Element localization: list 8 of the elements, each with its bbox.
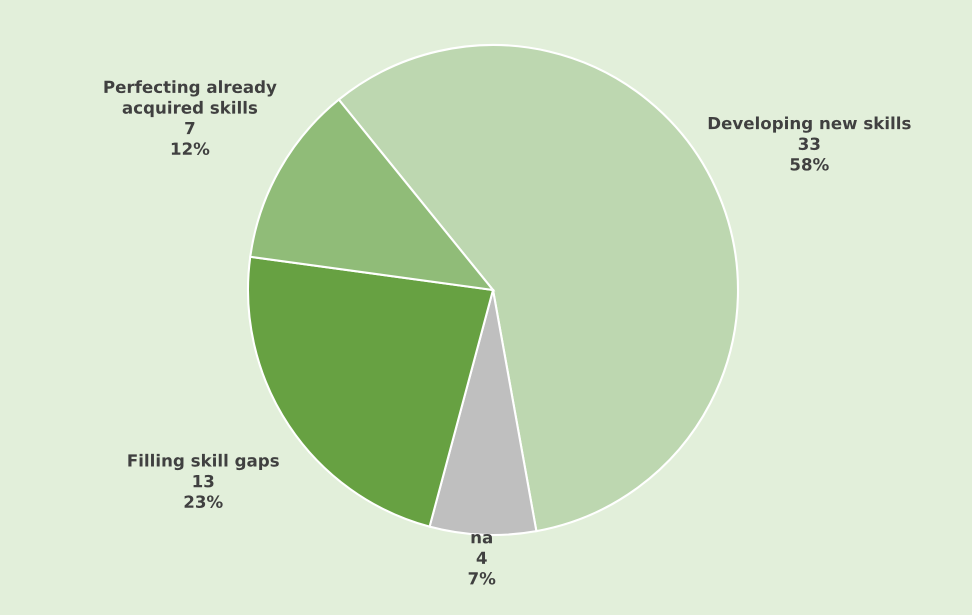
slice-label: na [472,534,492,544]
slice-label: Filling skill gaps [128,454,279,470]
data-label: 4 7% [468,552,496,585]
slice-label: Perfecting already acquired skills [104,80,277,118]
slice-label: Developing new skills [708,116,911,133]
data-label: 7 12% [172,122,210,155]
data-label: 33 58% [790,137,829,171]
data-label: 13 23% [184,474,223,508]
